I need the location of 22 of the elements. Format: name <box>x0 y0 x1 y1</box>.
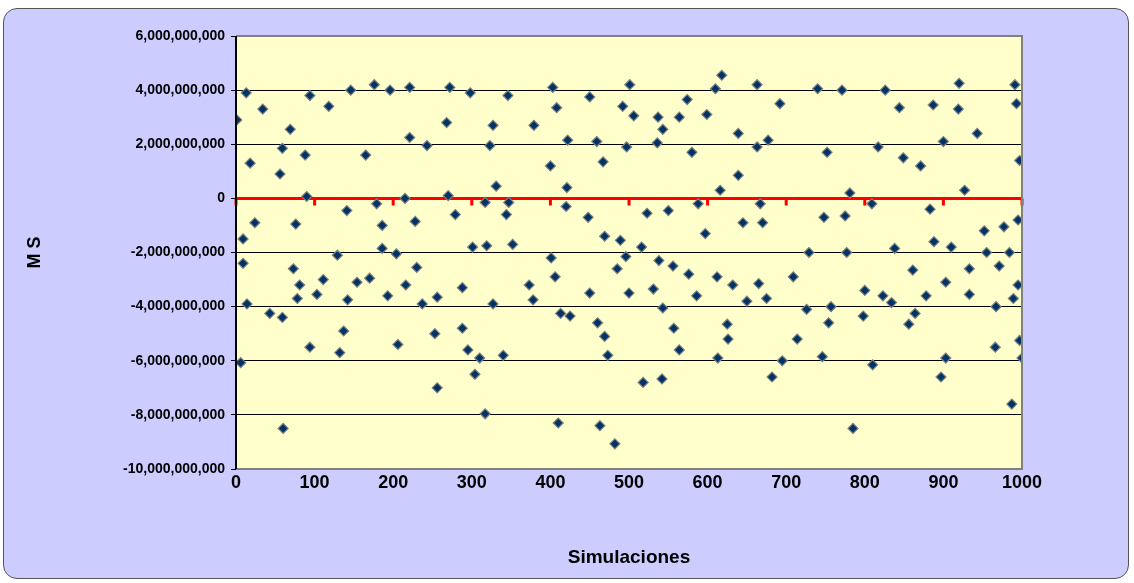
x-tick-label: 600 <box>692 471 723 492</box>
y-tick-label: -4,000,000,000 <box>130 297 226 314</box>
x-tick-label: 700 <box>771 471 802 492</box>
y-tick-label: -10,000,000,000 <box>123 459 226 476</box>
x-tick-label: 400 <box>535 471 566 492</box>
x-tick-label: 500 <box>613 471 645 492</box>
x-tick-label: 900 <box>928 471 959 492</box>
x-tick-label: 300 <box>456 471 487 492</box>
x-tick-label: 1000 <box>1001 471 1043 492</box>
x-tick-label: 800 <box>849 471 880 492</box>
y-tick-label: -6,000,000,000 <box>130 351 226 368</box>
y-tick-label: 4,000,000,000 <box>135 80 226 97</box>
x-tick-label: 100 <box>299 471 330 492</box>
x-axis-title: Simulaciones <box>567 545 691 567</box>
y-tick-label: 6,000,000,000 <box>135 26 226 43</box>
y-tick-label: -8,000,000,000 <box>130 405 226 422</box>
x-tick-label: 0 <box>230 471 242 492</box>
y-tick-label: 0 <box>217 189 226 206</box>
y-axis-title: M S <box>23 236 44 269</box>
y-tick-label: 2,000,000,000 <box>135 135 226 152</box>
x-tick-label: 200 <box>378 471 409 492</box>
y-tick-label: -2,000,000,000 <box>130 243 226 260</box>
